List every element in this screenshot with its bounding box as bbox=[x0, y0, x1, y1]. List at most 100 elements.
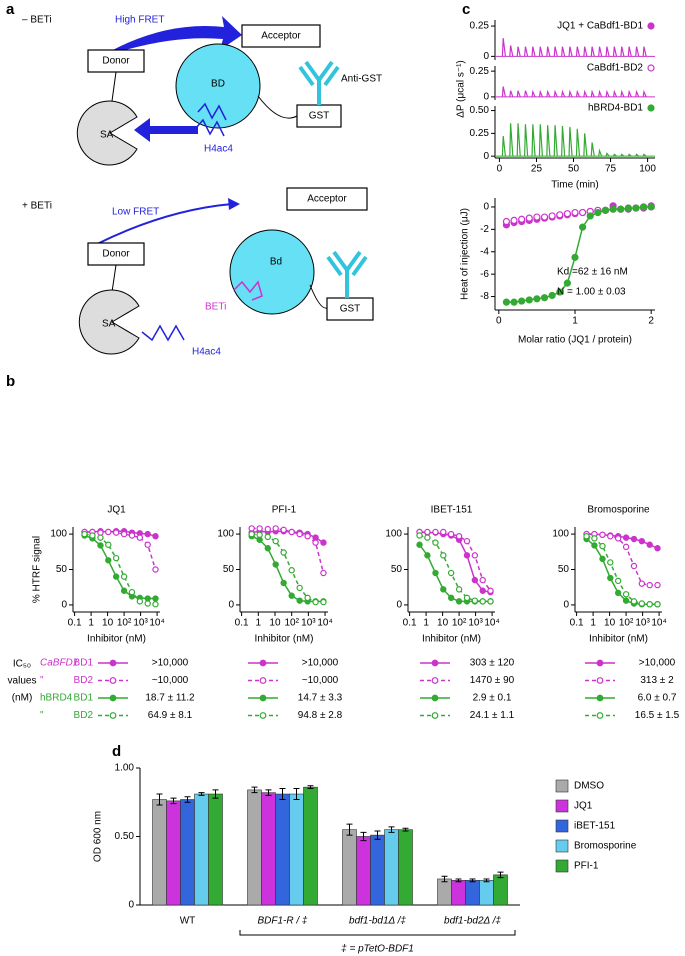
error-bar bbox=[251, 786, 258, 794]
x-tick-label: 10⁴ bbox=[484, 618, 499, 629]
row-label: CaBFD1 bbox=[40, 658, 78, 669]
point bbox=[479, 576, 486, 584]
point bbox=[533, 213, 541, 221]
point bbox=[296, 530, 303, 538]
chart-title: Bromosporine bbox=[587, 505, 650, 516]
label: GST bbox=[309, 111, 330, 122]
label: + BETi bbox=[22, 201, 52, 212]
y-tick-label: 50 bbox=[391, 564, 403, 575]
injection-peak bbox=[546, 125, 551, 157]
antibody bbox=[326, 250, 368, 298]
bar bbox=[437, 878, 452, 906]
bar bbox=[465, 880, 480, 906]
x-axis-title: Inhibitor (nM) bbox=[87, 634, 146, 645]
series-line bbox=[84, 533, 156, 605]
x-tick-label: 75 bbox=[605, 164, 617, 175]
legend-swatch bbox=[109, 694, 117, 702]
y-tick-label: 100 bbox=[385, 529, 402, 540]
point bbox=[455, 533, 463, 540]
injection-peak bbox=[531, 46, 536, 57]
point bbox=[112, 554, 120, 562]
error-bar bbox=[265, 789, 272, 796]
point bbox=[638, 600, 646, 607]
point bbox=[89, 532, 96, 539]
row-label: BD2 bbox=[74, 675, 94, 686]
injection-peak bbox=[524, 46, 529, 57]
x-tick-label: 1 bbox=[590, 618, 596, 629]
point bbox=[563, 279, 571, 287]
point bbox=[440, 586, 447, 593]
table-cell: 303 ± 120 bbox=[470, 658, 515, 669]
x-tick-label: 10³ bbox=[133, 618, 148, 629]
x-tick-label: 100 bbox=[639, 164, 656, 175]
table-cell: >10,000 bbox=[152, 658, 189, 669]
label: – BETi bbox=[22, 15, 52, 26]
row-label: " bbox=[40, 675, 44, 686]
injection-peak bbox=[598, 46, 603, 57]
x-tick-label: 10⁴ bbox=[149, 618, 164, 629]
x-tick-label: 10² bbox=[452, 618, 467, 629]
point bbox=[471, 597, 479, 604]
point bbox=[510, 298, 518, 306]
bar bbox=[451, 880, 466, 906]
legend-label: DMSO bbox=[574, 781, 604, 792]
point bbox=[120, 573, 128, 580]
x-tick-label: 10 bbox=[102, 618, 114, 629]
legend-swatch bbox=[555, 779, 569, 793]
label: Anti-GST bbox=[341, 74, 382, 85]
injection-peak bbox=[538, 89, 543, 98]
series-line bbox=[251, 527, 325, 574]
injection-peak bbox=[538, 46, 544, 57]
table-cell: 2.9 ± 0.1 bbox=[473, 693, 512, 704]
point bbox=[256, 531, 263, 538]
x-tick-label: 0.1 bbox=[235, 618, 249, 629]
injection-peak bbox=[627, 89, 632, 98]
point bbox=[280, 579, 287, 587]
injection-peak bbox=[501, 38, 507, 57]
error-bar bbox=[212, 789, 219, 799]
injection-peak bbox=[575, 128, 581, 157]
gst-box bbox=[326, 297, 374, 321]
injection-peak bbox=[553, 46, 558, 57]
point bbox=[591, 535, 598, 542]
bracket bbox=[239, 930, 516, 936]
injection-peak bbox=[598, 148, 603, 157]
point bbox=[632, 204, 640, 212]
antibody bbox=[298, 60, 340, 105]
table-cell: ~10,000 bbox=[302, 675, 339, 686]
point bbox=[617, 205, 625, 213]
point bbox=[654, 545, 661, 552]
label: Donor bbox=[102, 249, 130, 260]
legend-swatch bbox=[259, 677, 267, 684]
table-cell: 16.5 ± 1.5 bbox=[635, 710, 680, 721]
error-bar bbox=[346, 823, 353, 836]
annotation: Kd =62 ± 16 nM bbox=[557, 267, 628, 278]
injection-peak bbox=[635, 89, 640, 98]
point bbox=[320, 598, 327, 606]
y-axis-title: OD 600 nm bbox=[93, 811, 104, 862]
error-bar bbox=[441, 875, 448, 883]
legend-swatch bbox=[431, 677, 439, 684]
error-bar bbox=[156, 793, 163, 806]
label: BD bbox=[211, 79, 225, 90]
point bbox=[599, 542, 606, 550]
point bbox=[112, 529, 120, 536]
x-tick-label: 10 bbox=[269, 618, 281, 629]
injection-peak bbox=[627, 46, 632, 57]
injection-peak bbox=[635, 46, 640, 57]
y-tick-label: 100 bbox=[217, 529, 234, 540]
point bbox=[416, 532, 423, 539]
connector bbox=[257, 95, 298, 119]
injection-peak bbox=[627, 153, 632, 157]
point bbox=[614, 577, 622, 585]
injection-peak bbox=[561, 46, 566, 57]
injection-peak bbox=[620, 153, 625, 157]
connector bbox=[309, 284, 328, 309]
table-cell: >10,000 bbox=[639, 658, 676, 669]
y-axis-title: Heat of injection (μJ) bbox=[460, 208, 471, 300]
y-tick-label: 0 bbox=[483, 151, 489, 162]
legend-swatch bbox=[259, 694, 267, 702]
point bbox=[144, 530, 151, 538]
injection-peak bbox=[612, 89, 618, 98]
x-tick-label: 10 bbox=[437, 618, 449, 629]
